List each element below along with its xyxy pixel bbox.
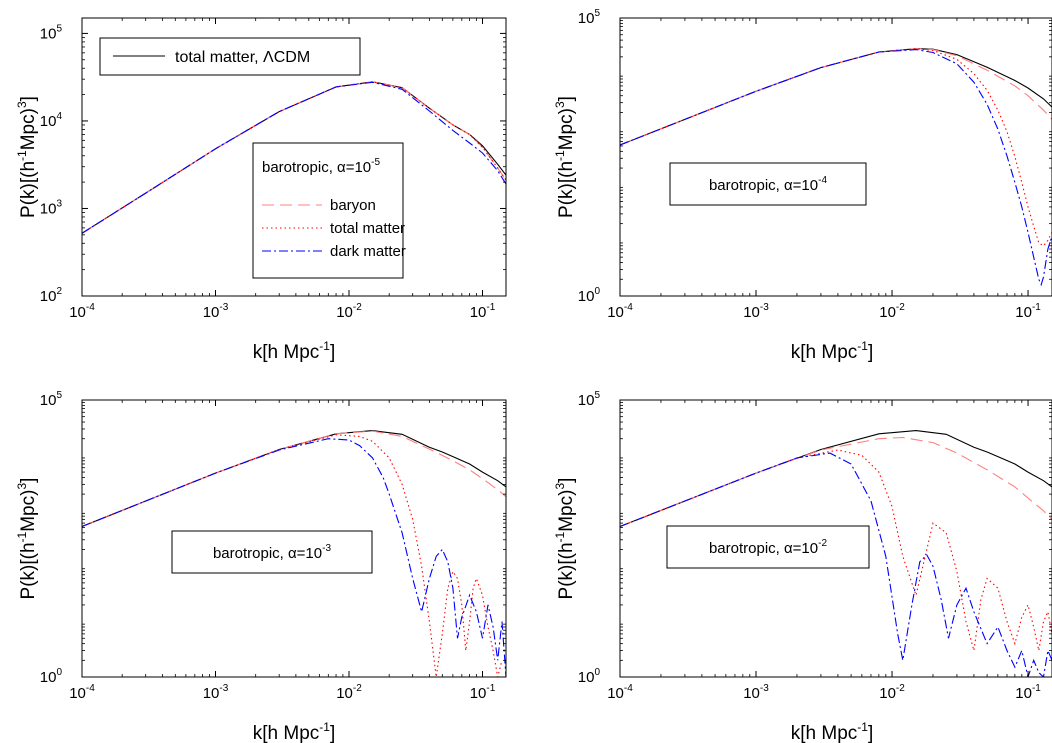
axes-frame xyxy=(81,17,507,297)
legend-title: barotropic, α=10-5 xyxy=(262,157,380,176)
axes-frame xyxy=(619,17,1052,297)
series-line-2 xyxy=(82,434,503,677)
x-tick-label: 10-1 xyxy=(470,302,496,321)
series-line-1 xyxy=(82,430,506,528)
x-tick-label: 10-1 xyxy=(1015,683,1041,702)
x-axis-label: k[h Mpc-1] xyxy=(253,339,335,363)
legend-box xyxy=(252,142,404,279)
legend-title: barotropic, α=10-3 xyxy=(213,543,331,562)
y-axis-label: P(k)[(h-1Mpc)3] xyxy=(553,478,577,600)
x-tick-label: 10-2 xyxy=(879,683,905,702)
x-tick-label: 10-1 xyxy=(1015,302,1041,321)
legend-box-group: barotropic, α=10-4 xyxy=(669,162,867,206)
x-tick-label: 10-4 xyxy=(69,683,95,702)
y-tick-label: 105 xyxy=(578,8,601,27)
x-axis-label: k[h Mpc-1] xyxy=(791,339,873,363)
x-tick-label: 10-2 xyxy=(336,683,362,702)
chart-panel-4: 10-4 10-3 10-2 10-1 100 105 k[h Mpc-1] P(k)[(h-… xyxy=(553,390,1052,743)
y-tick-label: 102 xyxy=(40,286,63,305)
x-tick-label: 10-4 xyxy=(607,683,633,702)
chart-panel-1: 10-4 10-3 10-2 10-1 102 103 104 105 k[h Mpc-1] P(… xyxy=(15,17,507,363)
series-line-0 xyxy=(620,48,1052,146)
y-tick-label: 105 xyxy=(578,390,601,409)
x-tick-label: 10-4 xyxy=(607,302,633,321)
series-line-3 xyxy=(620,49,1052,287)
y-axis-label: P(k)[(h-1Mpc)3] xyxy=(15,96,39,218)
y-tick-label: 100 xyxy=(578,286,601,305)
x-tick-label: 10-2 xyxy=(879,302,905,321)
x-tick-label: 10-3 xyxy=(743,302,769,321)
legend-entry: baryon xyxy=(330,197,376,214)
x-axis-label: k[h Mpc-1] xyxy=(791,720,873,743)
y-tick-label: 104 xyxy=(40,111,63,130)
series-line-dark-matter xyxy=(82,81,506,234)
plot-area xyxy=(620,48,1052,287)
legend-box xyxy=(669,162,867,206)
legend-main: barotropic, α=10-5 baryon total matter dark… xyxy=(252,142,406,279)
legend-box xyxy=(99,37,361,76)
legend-box-group: barotropic, α=10-3 xyxy=(171,530,373,574)
x-tick-label: 10-4 xyxy=(69,302,95,321)
y-axis-label: P(k)[(h-1Mpc)3] xyxy=(553,96,577,218)
series-line-3 xyxy=(82,438,506,677)
x-axis-label: k[h Mpc-1] xyxy=(253,720,335,743)
legend-box xyxy=(171,530,373,574)
plot-area xyxy=(82,81,506,234)
legend-entry: total matter xyxy=(330,220,405,237)
legend-box xyxy=(666,525,870,569)
x-tick-label: 10-1 xyxy=(470,683,496,702)
axes-frame xyxy=(81,399,507,678)
series-line-0 xyxy=(620,430,1052,528)
y-tick-label: 100 xyxy=(578,667,601,686)
x-tick-label: 10-3 xyxy=(743,683,769,702)
legend-box-group: barotropic, α=10-2 xyxy=(666,525,870,569)
legend-top: total matter, ΛCDM xyxy=(99,37,361,76)
plot-area xyxy=(620,430,1052,677)
series-line-2 xyxy=(620,48,1052,247)
chart-panel-3: 10-4 10-3 10-2 10-1 100 105 k[h Mpc-1] P(k)[(h-… xyxy=(15,390,507,743)
series-line-3 xyxy=(620,452,1052,677)
y-axis-label: P(k)[(h-1Mpc)3] xyxy=(15,478,39,600)
series-line-1 xyxy=(620,436,1052,528)
y-tick-label: 103 xyxy=(40,198,63,217)
plot-area xyxy=(82,430,506,677)
y-tick-label: 100 xyxy=(40,667,63,686)
y-tick-label: 105 xyxy=(40,23,63,42)
chart-panel-2: 10-4 10-3 10-2 10-1 100 105 k[h Mpc-1] P(k)[(h-… xyxy=(553,8,1052,363)
series-line-2 xyxy=(620,449,1052,651)
y-tick-label: 105 xyxy=(40,390,63,409)
legend-title: barotropic, α=10-2 xyxy=(709,538,827,557)
axes-frame xyxy=(619,399,1052,678)
legend-entry: dark matter xyxy=(330,243,406,260)
legend-label: total matter, ΛCDM xyxy=(175,49,310,66)
x-tick-label: 10-2 xyxy=(336,302,362,321)
x-tick-label: 10-3 xyxy=(203,683,229,702)
legend-title: barotropic, α=10-4 xyxy=(709,175,827,194)
x-tick-label: 10-3 xyxy=(203,302,229,321)
